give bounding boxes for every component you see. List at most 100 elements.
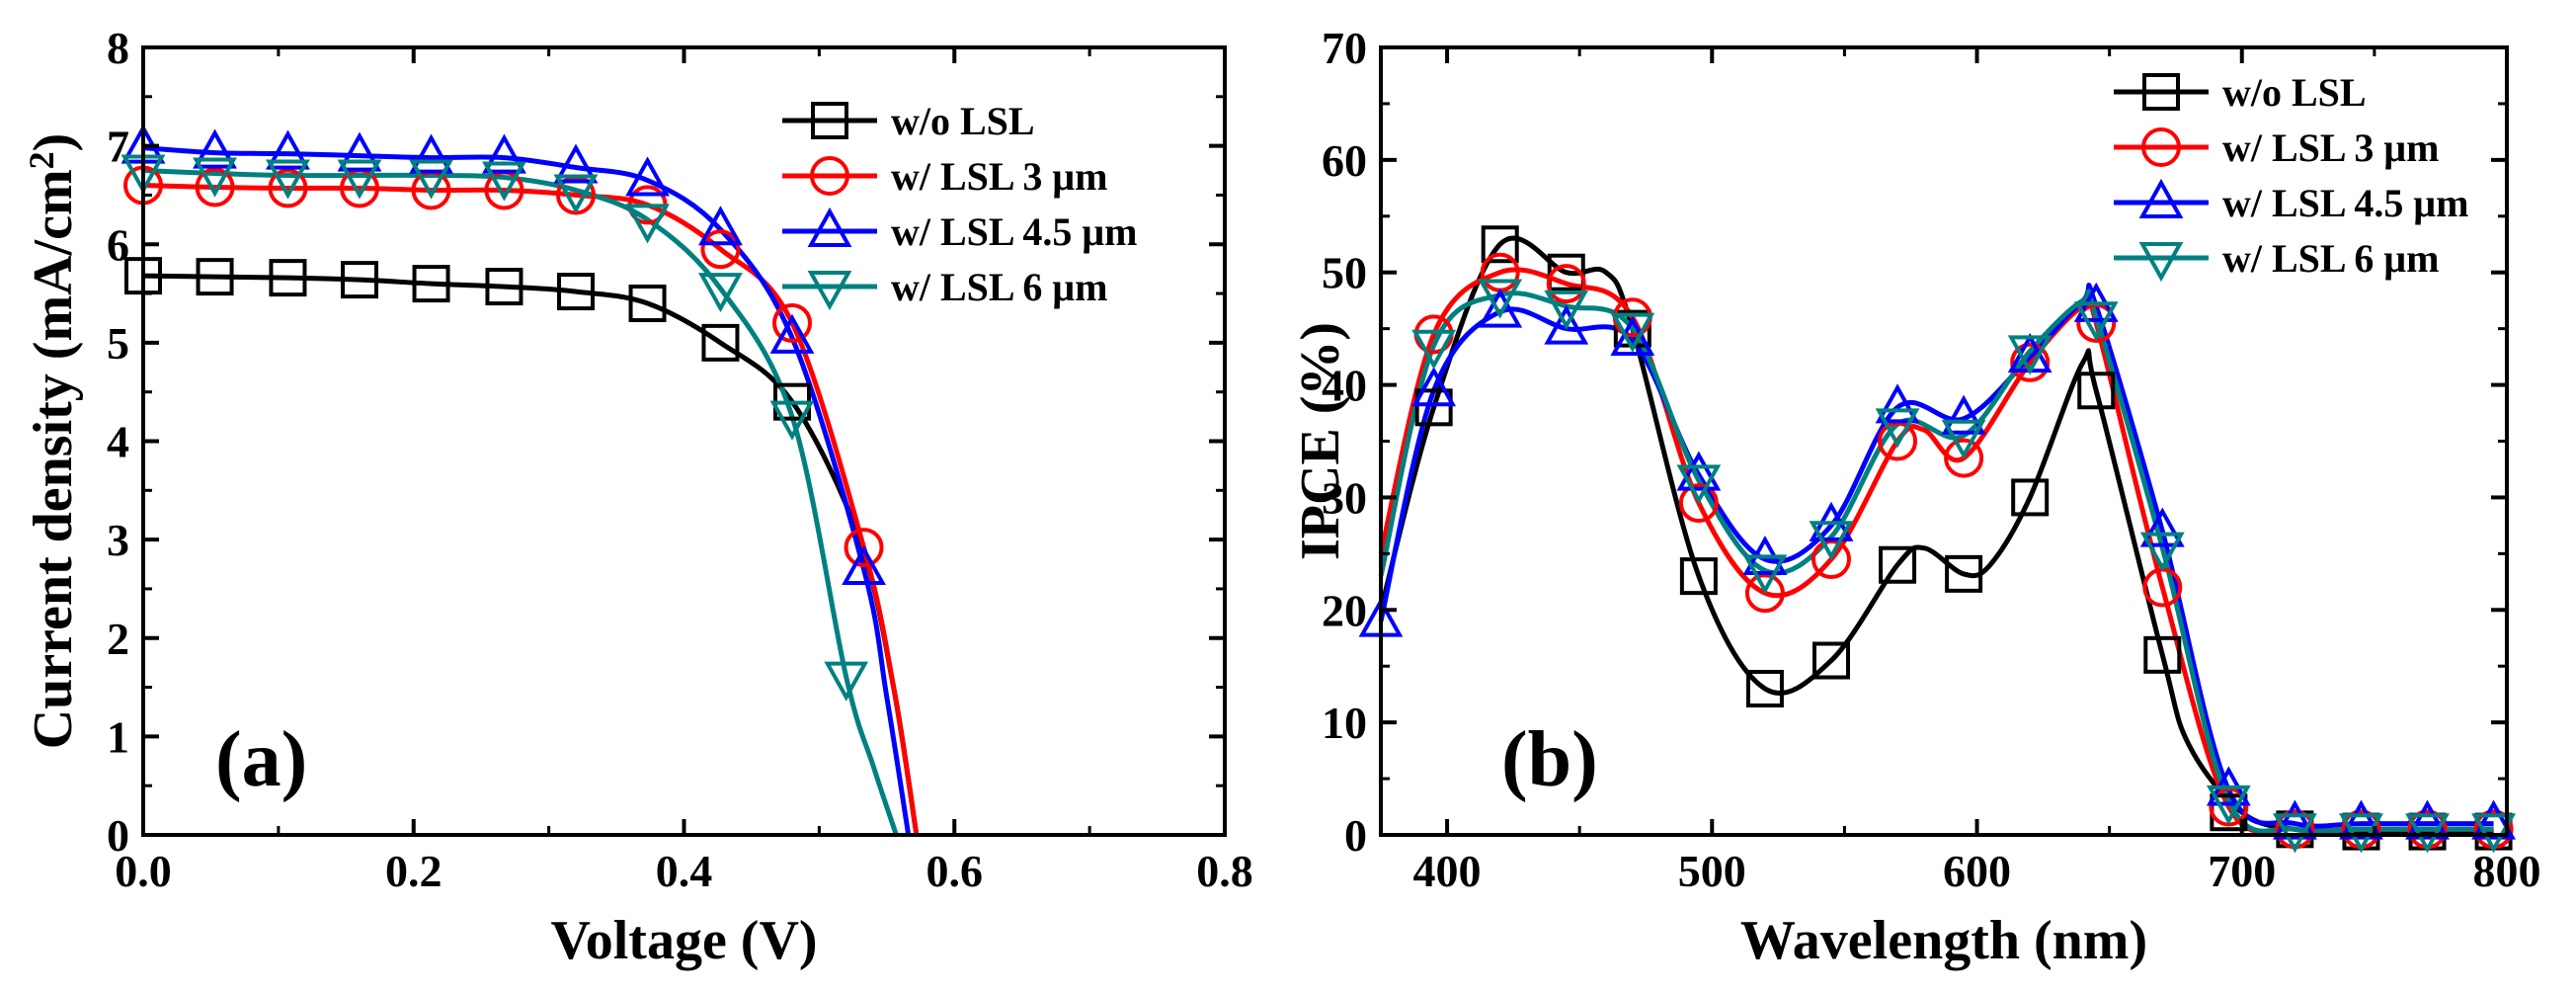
a-marker-w-o-lsl-6 [557, 273, 595, 311]
a-legend-marker-w-o-lsl [811, 102, 848, 139]
b-marker-w-lsl-4-5-um-1 [1411, 367, 1457, 407]
b-marker-w-lsl-6-um-11 [2139, 532, 2185, 572]
a-marker-w-lsl-6-um-3 [337, 159, 382, 200]
a-legend-marker-w-lsl-4-5-um [807, 207, 852, 247]
a-legend-label-w-lsl-6-um: w/ LSL 6 μm [891, 265, 1107, 309]
b-x-tick-label: 500 [1678, 846, 1746, 896]
b-marker-w-o-lsl-11 [2143, 635, 2182, 674]
b-legend-marker-w-lsl-3-um [2141, 127, 2181, 167]
a-marker-w-lsl-4-5-um-5 [482, 133, 526, 174]
a-marker-w-lsl-6-um-9 [769, 400, 815, 441]
panel-a-y-title-superscript: 2 [22, 151, 61, 169]
b-series-line-w-lsl-6-um [1378, 289, 2494, 834]
panel-b-x-axis-title: Wavelength (nm) [1740, 910, 2147, 971]
a-x-tick-label: 0.6 [926, 846, 984, 896]
b-marker-w-lsl-4-5-um-17 [2471, 799, 2516, 840]
a-marker-w-lsl-6-um-7 [625, 204, 670, 244]
b-marker-w-lsl-6-um-6 [1809, 521, 1854, 561]
a-y-tick-label: 7 [107, 122, 129, 172]
b-marker-w-lsl-6-um-1 [1478, 279, 1523, 319]
b-marker-w-lsl-6-um-16 [2471, 813, 2516, 854]
b-legend-label-w-lsl-6-um: w/ LSL 6 μm [2222, 236, 2439, 281]
a-x-tick-label: 0.4 [656, 846, 713, 896]
a-marker-w-o-lsl-5 [485, 268, 523, 306]
a-y-tick-label: 8 [107, 23, 129, 73]
panel-b-label: (b) [1501, 716, 1598, 803]
panel-a-y-axis-title: Current density (mA/cm2) [22, 133, 84, 750]
a-marker-w-o-lsl-1 [196, 258, 234, 296]
b-marker-w-o-lsl-10 [2077, 372, 2116, 410]
b-marker-w-lsl-6-um-12 [2206, 785, 2251, 825]
a-marker-w-lsl-3-um-2 [268, 168, 308, 208]
b-marker-w-lsl-3-um-4 [1678, 483, 1719, 524]
panel-a-y-title-end: ) [23, 133, 84, 152]
panel-a-y-title-main: Current density (mA/cm [23, 169, 84, 749]
b-marker-w-o-lsl-4 [1679, 557, 1718, 596]
a-marker-w-lsl-4-5-um-3 [337, 131, 382, 172]
b-y-tick-label: 10 [1322, 698, 1367, 748]
b-marker-w-lsl-3-um-9 [2010, 342, 2051, 382]
b-marker-w-lsl-4-5-um-2 [1478, 288, 1523, 328]
a-marker-w-lsl-6-um-10 [824, 661, 869, 702]
b-marker-w-lsl-6-um-8 [1941, 419, 1986, 459]
b-marker-w-lsl-6-um-9 [2007, 335, 2053, 375]
a-legend-label-w-lsl-3-um: w/ LSL 3 μm [891, 154, 1107, 199]
b-marker-w-lsl-3-um-7 [1878, 421, 1918, 461]
a-marker-w-o-lsl-4 [412, 265, 450, 303]
b-marker-w-lsl-3-um-5 [1744, 573, 1785, 614]
b-marker-w-lsl-6-um-5 [1742, 554, 1788, 595]
b-x-tick-label: 600 [1943, 846, 2011, 896]
b-marker-w-lsl-6-um-10 [2073, 301, 2119, 342]
b-marker-w-lsl-3-um-6 [1811, 539, 1851, 580]
panel-b-ipce-spectrum: 400 500 600 700 800 0 10 20 30 40 50 60 70 Wavelengt… [1290, 23, 2541, 971]
panel-b-ticks: 400 500 600 700 800 0 10 20 30 40 50 60 70 [1322, 23, 2541, 896]
b-legend-marker-w-lsl-6-um [2138, 242, 2184, 283]
a-marker-w-o-lsl-2 [269, 259, 307, 297]
b-legend-marker-w-o-lsl [2142, 73, 2180, 111]
b-marker-w-o-lsl-1 [1481, 225, 1519, 264]
a-marker-w-lsl-4-5-um-2 [266, 129, 310, 170]
b-marker-w-o-lsl-0 [1414, 388, 1453, 427]
a-marker-w-lsl-6-um-5 [482, 161, 526, 202]
b-marker-w-lsl-4-5-um-14 [2273, 799, 2317, 840]
b-marker-w-lsl-6-um-0 [1411, 329, 1457, 370]
a-marker-w-lsl-4-5-um-6 [553, 143, 599, 184]
panel-a-iv-curve: 0.0 0.2 0.4 0.6 0.8 0 1 2 3 4 5 6 7 8 Voltage (V) Cur… [22, 23, 1253, 971]
a-y-tick-label: 0 [107, 810, 129, 861]
a-marker-w-o-lsl-3 [341, 261, 378, 299]
b-marker-w-lsl-4-5-um-15 [2339, 799, 2383, 840]
b-marker-w-o-lsl-2 [1547, 253, 1585, 291]
panel-b-y-axis-title: IPCE (%) [1290, 322, 1351, 560]
a-marker-w-lsl-4-5-um-8 [698, 206, 743, 246]
b-legend-marker-w-lsl-4-5-um [2138, 178, 2184, 218]
a-series-line-w-lsl-4-5-um [142, 145, 912, 836]
a-legend-label-w-o-lsl: w/o LSL [891, 99, 1035, 143]
b-y-tick-label: 50 [1322, 248, 1367, 298]
b-marker-w-lsl-4-5-um-3 [1544, 304, 1589, 345]
a-marker-w-lsl-4-5-um-4 [409, 133, 453, 174]
panel-a-label: (a) [215, 716, 307, 803]
panel-b-markers [1358, 225, 2516, 854]
a-marker-w-lsl-3-um-8 [700, 229, 741, 270]
b-y-tick-label: 60 [1322, 135, 1367, 186]
a-legend-label-w-lsl-4-5-um: w/ LSL 4.5 μm [891, 209, 1137, 254]
b-marker-w-lsl-4-5-um-16 [2405, 799, 2450, 840]
b-marker-w-lsl-6-um-7 [1875, 408, 1920, 449]
a-marker-w-lsl-6-um-8 [698, 273, 743, 313]
b-marker-w-lsl-4-5-um-8 [1875, 383, 1920, 424]
b-marker-w-lsl-6-um-4 [1676, 464, 1722, 505]
panel-b-legend: w/o LSL w/ LSL 3 μm w/ LSL 4.5 μm w/ LSL 6 … [2114, 70, 2468, 283]
b-marker-w-lsl-4-5-um-5 [1676, 451, 1722, 491]
a-y-tick-label: 6 [107, 219, 129, 270]
a-marker-w-lsl-4-5-um-7 [625, 156, 670, 197]
b-marker-w-o-lsl-6 [1812, 641, 1850, 680]
a-marker-w-o-lsl-7 [628, 285, 667, 323]
b-marker-w-o-lsl-5 [1745, 669, 1784, 707]
a-marker-w-o-lsl-8 [701, 323, 740, 362]
b-marker-w-lsl-6-um-2 [1544, 290, 1589, 330]
a-marker-w-lsl-3-um-10 [844, 528, 884, 568]
a-y-tick-label: 1 [107, 711, 129, 762]
b-marker-w-lsl-6-um-13 [2273, 813, 2317, 854]
b-y-tick-label: 30 [1322, 472, 1367, 523]
